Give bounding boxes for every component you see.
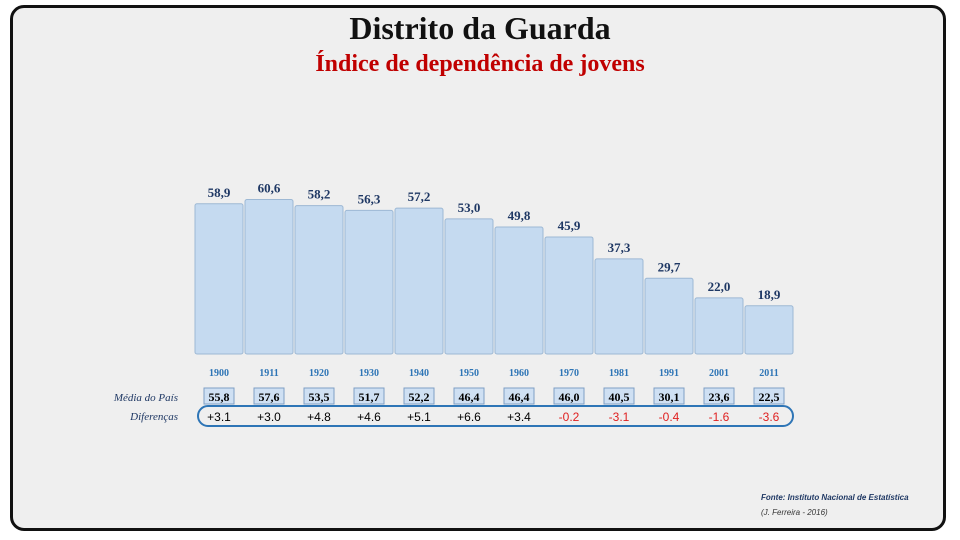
bar-value-label: 58,9 [208,185,231,200]
bar [644,277,694,355]
year-tick-label: 1900 [209,368,229,379]
country-average-value: 55,8 [209,390,230,404]
bar-value-label: 56,3 [358,191,381,206]
country-average-value: 52,2 [409,390,430,404]
country-average-value: 57,6 [259,390,280,404]
differences-highlight-frame [197,405,794,427]
bar-value-label: 37,3 [608,240,631,255]
country-average-value: 46,0 [559,390,580,404]
bar [344,209,394,355]
country-average-value: 46,4 [509,390,530,404]
country-average-value: 40,5 [609,390,630,404]
bar [294,205,344,355]
country-average-box [353,387,385,405]
country-average-box [253,387,285,405]
bar [544,236,594,355]
bar-value-label: 29,7 [658,259,681,274]
bar [594,258,644,355]
country-average-box [703,387,735,405]
country-average-box [553,387,585,405]
country-average-box [503,387,535,405]
bar-value-label: 53,0 [458,200,481,215]
country-average-box [303,387,335,405]
bar [194,203,244,355]
difference-value: +4.6 [357,410,381,424]
source-note: Fonte: Instituto Nacional de Estatística [761,493,909,502]
bar [394,207,444,355]
difference-value: +3.1 [207,410,231,424]
country-average-value: 30,1 [659,390,680,404]
difference-value: -1.6 [709,410,730,424]
year-tick-label: 1950 [459,368,479,379]
country-average-box [753,387,785,405]
bar-value-label: 60,6 [258,180,281,195]
year-tick-label: 1970 [559,368,579,379]
difference-value: -0.2 [559,410,580,424]
country-average-value: 53,5 [309,390,330,404]
country-average-value: 51,7 [359,390,380,404]
bar [444,218,494,355]
bar-value-label: 57,2 [408,189,431,204]
bar [244,198,294,355]
year-tick-label: 1991 [659,368,679,379]
country-average-value: 46,4 [459,390,480,404]
bar-value-label: 49,8 [508,208,531,223]
year-tick-label: 1940 [409,368,429,379]
year-tick-label: 2001 [709,368,729,379]
difference-value: -0.4 [659,410,680,424]
difference-value: +3.0 [257,410,281,424]
country-average-box [403,387,435,405]
country-average-row-label: Média do País [113,392,178,404]
difference-value: -3.6 [759,410,780,424]
bar-value-label: 18,9 [758,287,781,302]
year-tick-label: 1930 [359,368,379,379]
country-average-box [653,387,685,405]
difference-value: -3.1 [609,410,630,424]
country-average-value: 22,5 [759,390,780,404]
chart-subtitle: Índice de dependência de jovens [315,51,645,77]
bar-value-label: 22,0 [708,279,731,294]
bar [494,226,544,355]
country-average-box [453,387,485,405]
year-tick-label: 2011 [759,368,778,379]
country-average-value: 23,6 [709,390,730,404]
year-tick-label: 1981 [609,368,629,379]
country-average-box [603,387,635,405]
bar-value-label: 58,2 [308,187,331,202]
year-tick-label: 1911 [259,368,278,379]
difference-value: +4.8 [307,410,331,424]
bar [694,297,744,355]
author-note: (J. Ferreira - 2016) [761,508,828,517]
year-tick-label: 1920 [309,368,329,379]
differences-row-label: Diferenças [130,411,178,423]
difference-value: +6.6 [457,410,481,424]
difference-value: +5.1 [407,410,431,424]
country-average-box [203,387,235,405]
difference-value: +3.4 [507,410,531,424]
bar-value-label: 45,9 [558,218,581,233]
chart-title: Distrito da Guarda [349,10,611,46]
year-tick-label: 1960 [509,368,529,379]
bar [744,305,794,355]
